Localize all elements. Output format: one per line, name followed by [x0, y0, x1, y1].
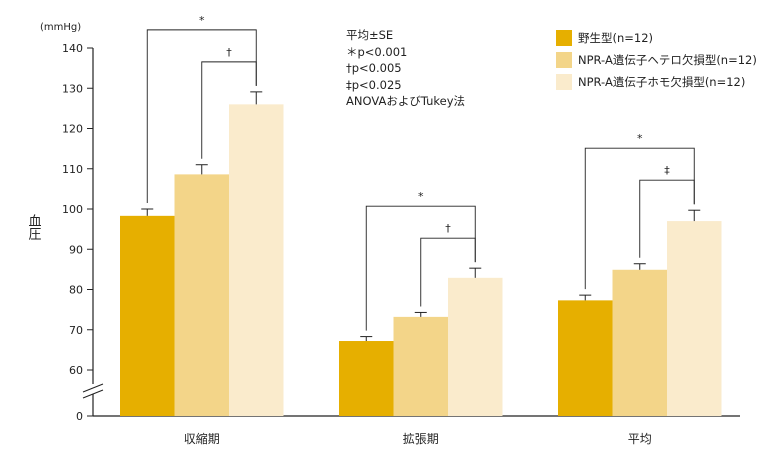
significance-bracket [146, 29, 257, 203]
y-tick-label: 130 [62, 82, 83, 95]
axis-break-mark [82, 383, 104, 393]
significance-bracket [584, 147, 695, 290]
significance-bracket [639, 179, 695, 258]
legend-item: 野生型(n=12) [556, 27, 757, 49]
legend-label: NPR-A遺伝子ホモ欠損型(n=12) [578, 75, 746, 89]
significance-mark: * [199, 14, 205, 27]
legend-swatch [556, 74, 572, 90]
y-tick-label: 100 [62, 203, 83, 216]
bar [174, 174, 229, 416]
legend-swatch [556, 30, 572, 46]
x-tick-label: 収縮期 [184, 431, 220, 446]
y-axis-label: 血圧 [26, 214, 42, 240]
significance-mark: ‡ [664, 164, 670, 177]
significance-bracket [365, 205, 476, 331]
y-tick-label: 140 [62, 42, 83, 55]
y-tick-label: 60 [69, 364, 83, 377]
y-tick-label: 90 [69, 243, 83, 256]
bar [393, 316, 448, 416]
bar [120, 215, 175, 416]
legend: 野生型(n=12) NPR-A遺伝子ヘテロ欠損型(n=12) NPR-A遺伝子ホ… [556, 27, 757, 93]
note-line: ANOVAおよびTukey法 [346, 94, 466, 108]
significance-bracket [201, 61, 257, 159]
y-tick-label: 70 [69, 324, 83, 337]
legend-label: NPR-A遺伝子ヘテロ欠損型(n=12) [578, 53, 757, 67]
stats-notes: 平均±SE ＊p<0.001 †p<0.005 ‡p<0.025 ANOVAおよ… [346, 27, 465, 110]
significance-mark: † [226, 46, 232, 59]
axis-break-gap [85, 384, 101, 394]
significance-mark: * [418, 190, 424, 203]
significance-bracket [420, 237, 476, 307]
bar [667, 221, 722, 416]
x-tick-label: 拡張期 [403, 432, 439, 446]
axis-break-mark [82, 389, 104, 399]
bar [229, 104, 284, 416]
note-line: ＊p<0.001 [346, 44, 408, 59]
note-line: †p<0.005 [346, 61, 402, 75]
note-line: 平均±SE [346, 28, 394, 42]
bar [339, 341, 394, 416]
bar [448, 277, 503, 416]
legend-swatch [556, 52, 572, 68]
y-tick-label: 0 [76, 410, 83, 423]
legend-item: NPR-A遺伝子ホモ欠損型(n=12) [556, 71, 757, 93]
significance-mark: * [637, 132, 643, 145]
y-tick-label: 110 [62, 163, 83, 176]
y-tick-label: 120 [62, 123, 83, 136]
bar [612, 269, 667, 416]
y-unit-label: (mmHg) [40, 22, 81, 33]
legend-label: 野生型(n=12) [578, 31, 654, 45]
y-tick-label: 80 [69, 284, 83, 297]
bar [558, 300, 613, 416]
x-tick-label: 平均 [628, 432, 652, 446]
note-line: ‡p<0.025 [346, 77, 402, 92]
significance-mark: † [445, 222, 451, 235]
legend-item: NPR-A遺伝子ヘテロ欠損型(n=12) [556, 49, 757, 71]
